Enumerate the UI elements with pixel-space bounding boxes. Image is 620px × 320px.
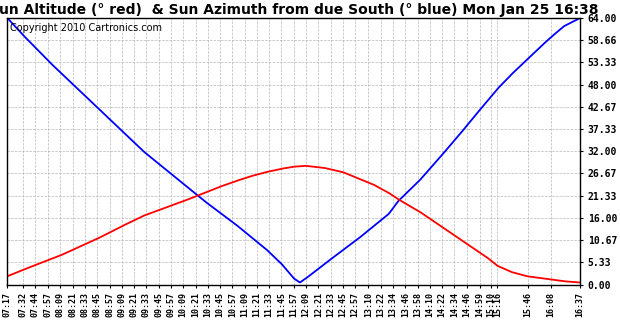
Title: Sun Altitude (° red)  & Sun Azimuth from due South (° blue) Mon Jan 25 16:38: Sun Altitude (° red) & Sun Azimuth from … [0,3,598,17]
Text: Copyright 2010 Cartronics.com: Copyright 2010 Cartronics.com [10,23,162,33]
